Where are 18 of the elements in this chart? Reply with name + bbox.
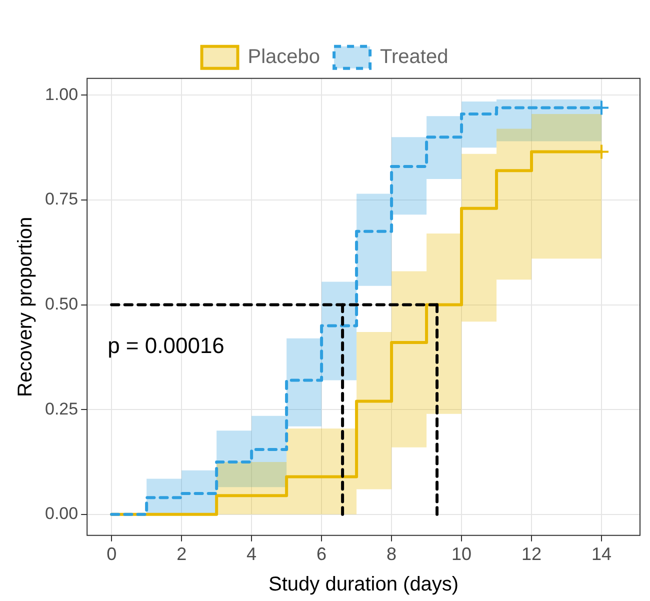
x-tick-label: 6 [316,544,327,564]
x-tick-label: 10 [452,544,472,564]
y-tick-label: 0.50 [44,294,78,314]
x-tick-label: 2 [176,544,187,564]
annotation: p = 0.00016 [108,332,224,358]
y-axis-title: Recovery proportion [14,216,37,397]
legend-label: Treated [380,46,448,68]
y-tick-label: 0.00 [44,504,78,524]
x-tick-label: 4 [246,544,257,564]
x-axis-title: Study duration (days) [268,574,459,596]
legend-label: Placebo [248,46,320,68]
y-tick-label: 0.25 [44,399,78,418]
x-tick-label: 0 [106,544,117,564]
x-tick-label: 14 [591,544,612,564]
y-tick-label: 1.00 [44,84,78,104]
y-tick-label: 0.75 [44,190,78,209]
x-tick-label: 8 [386,544,397,564]
x-tick-label: 12 [522,544,542,564]
